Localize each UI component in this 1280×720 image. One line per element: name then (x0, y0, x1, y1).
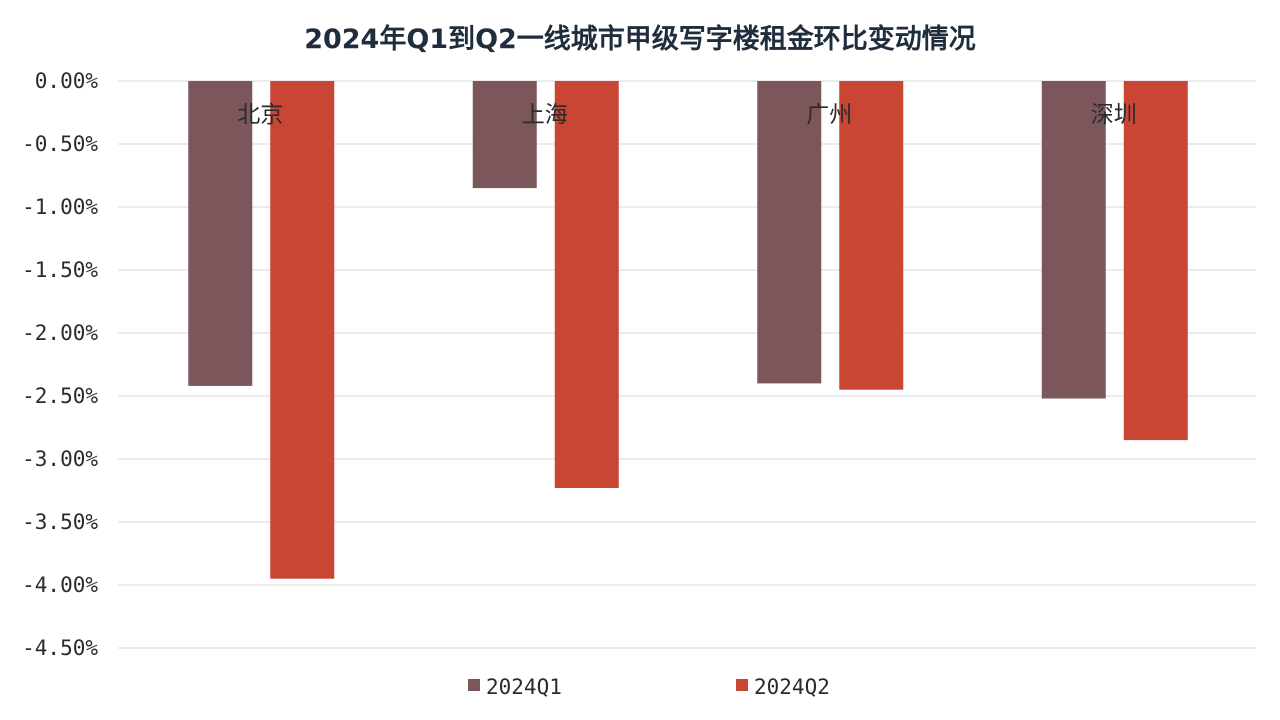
y-tick-label: -4.50% (22, 636, 98, 660)
chart-title: 2024年Q1到Q2一线城市甲级写字楼租金环比变动情况 (304, 23, 976, 55)
bar-2024q1-1 (472, 81, 537, 189)
category-label: 广州 (806, 102, 852, 128)
category-label: 深圳 (1091, 102, 1137, 128)
bar-2024q2-0 (270, 81, 335, 579)
y-tick-label: -3.00% (22, 447, 98, 471)
bar-2024q2-1 (554, 81, 619, 488)
category-label: 北京 (237, 102, 283, 128)
bar-2024q1-2 (757, 81, 822, 384)
bar-2024q2-2 (839, 81, 904, 390)
category-label: 上海 (522, 102, 568, 128)
y-tick-label: -2.50% (22, 384, 98, 408)
y-axis-tick-labels: 0.00% -0.50% -1.00% -1.50% -2.00% -2.50% -3.00… (22, 69, 98, 660)
y-tick-label: -0.50% (22, 132, 98, 156)
legend-label: 2024Q2 (754, 675, 830, 699)
bar-2024q1-0 (188, 81, 253, 386)
y-tick-label: 0.00% (35, 69, 99, 93)
legend-swatch (736, 679, 748, 691)
y-tick-label: -2.00% (22, 321, 98, 345)
legend: 2024Q1 2024Q2 (468, 675, 830, 699)
bar-2024q1-3 (1041, 81, 1106, 399)
bar-2024q2-3 (1123, 81, 1188, 441)
y-tick-label: -4.00% (22, 573, 98, 597)
category-labels: 北京 上海 广州 深圳 (237, 102, 1137, 128)
legend-label: 2024Q1 (486, 675, 562, 699)
bars (188, 81, 1188, 579)
y-tick-label: -1.00% (22, 195, 98, 219)
legend-swatch (468, 679, 480, 691)
y-tick-label: -3.50% (22, 510, 98, 534)
y-tick-label: -1.50% (22, 258, 98, 282)
